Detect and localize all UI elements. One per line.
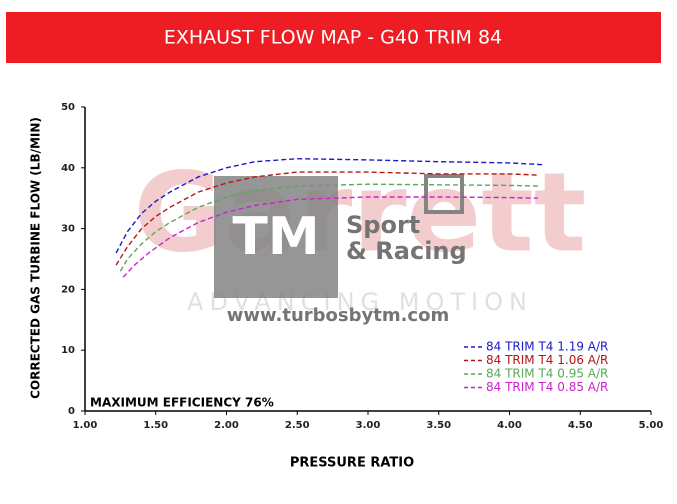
legend-label: 84 TRIM T4 1.06 A/R: [486, 353, 608, 367]
series-line: [115, 157, 545, 254]
annotation: MAXIMUM EFFICIENCY 76%: [90, 396, 274, 410]
y-tick-label: 40: [61, 163, 75, 174]
series-line: [115, 171, 538, 266]
x-tick-label: 2.00: [214, 420, 239, 431]
watermark-text: Garrett: [134, 148, 587, 276]
x-axis-label: PRESSURE RATIO: [290, 456, 414, 471]
x-tick-label: 1.50: [143, 420, 168, 431]
watermark-box: [424, 174, 464, 214]
y-tick-label: 20: [61, 284, 75, 295]
y-tick-label: 50: [61, 102, 75, 113]
chart-title: EXHAUST FLOW MAP - G40 TRIM 84: [164, 27, 502, 49]
series-line: [122, 196, 538, 278]
watermark-box: [214, 176, 338, 298]
x-tick-label: 3.00: [356, 420, 381, 431]
x-tick-label: 3.50: [426, 420, 451, 431]
y-tick-label: 10: [61, 345, 75, 356]
y-tick-label: 30: [61, 224, 75, 235]
series-line: [119, 183, 538, 272]
title-bar: [6, 12, 661, 63]
watermark-text: Sport: [346, 211, 420, 239]
y-tick-label: 0: [68, 406, 75, 417]
watermark: Garrett ADVANCING MOTION TM Sport & Raci…: [134, 148, 587, 326]
watermark-text: www.turbosbytm.com: [227, 305, 449, 326]
watermark-text: TM: [232, 207, 319, 267]
x-tick-label: 4.00: [497, 420, 522, 431]
legend-label: 84 TRIM T4 0.85 A/R: [486, 380, 608, 394]
y-axis-label: CORRECTED GAS TURBINE FLOW (LB/MIN): [29, 117, 43, 399]
watermark-text: & Racing: [346, 237, 467, 265]
x-tick-label: 5.00: [639, 420, 664, 431]
x-tick-label: 1.00: [73, 420, 98, 431]
legend-label: 84 TRIM T4 0.95 A/R: [486, 367, 608, 381]
x-tick-label: 2.50: [285, 420, 310, 431]
legend-label: 84 TRIM T4 1.19 A/R: [486, 340, 608, 354]
x-tick-label: 4.50: [568, 420, 593, 431]
